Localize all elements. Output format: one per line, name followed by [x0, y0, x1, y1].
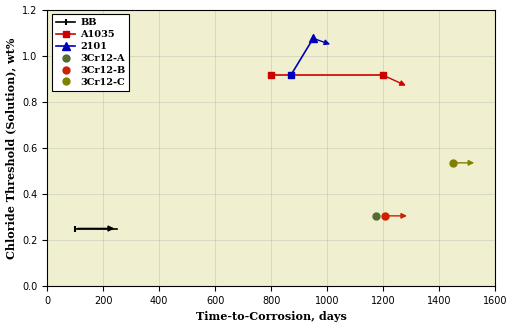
- Y-axis label: Chloride Threshold (Solution), wt%: Chloride Threshold (Solution), wt%: [6, 37, 16, 258]
- X-axis label: Time-to-Corrosion, days: Time-to-Corrosion, days: [196, 312, 347, 322]
- Legend: BB, A1035, 2101, 3Cr12-A, 3Cr12-B, 3Cr12-C: BB, A1035, 2101, 3Cr12-A, 3Cr12-B, 3Cr12…: [52, 14, 129, 91]
